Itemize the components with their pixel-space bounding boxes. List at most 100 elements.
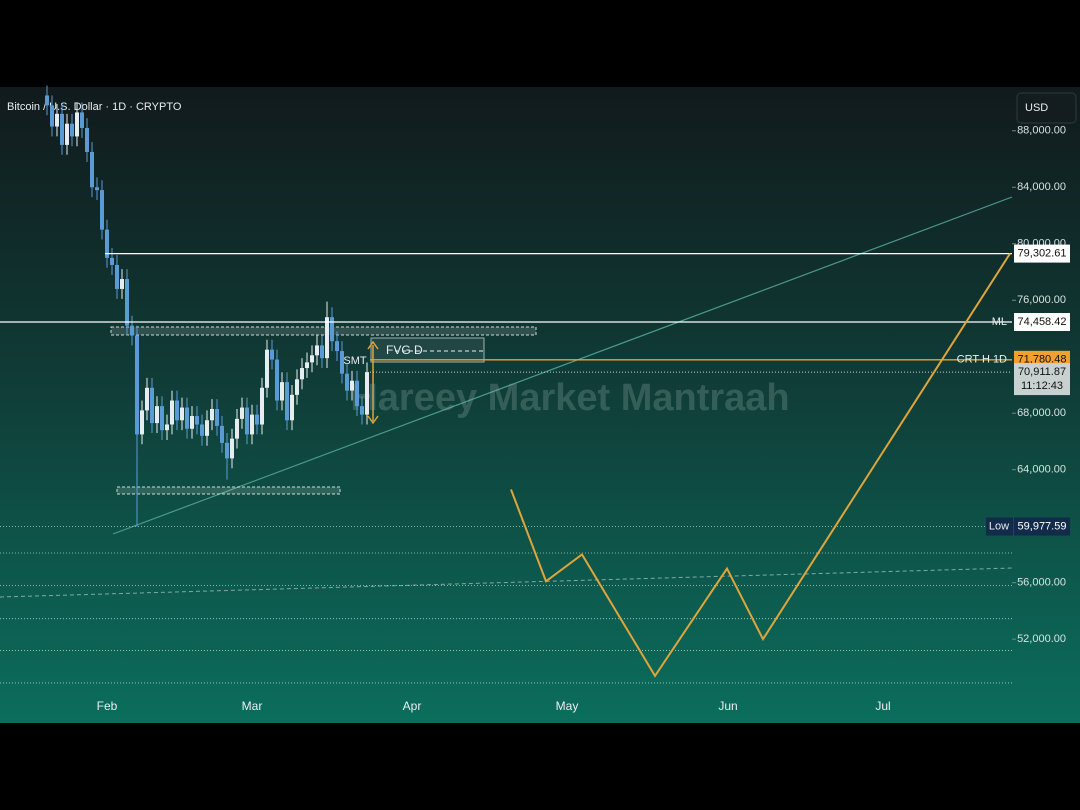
candle-body [45, 95, 49, 106]
x-tick-label: Mar [242, 699, 263, 713]
candle-body [150, 387, 154, 424]
candle-body [200, 424, 204, 436]
candle-body [55, 113, 59, 127]
candle-body [260, 387, 264, 425]
currency-button[interactable] [1016, 92, 1077, 124]
zone-box [116, 486, 341, 495]
candle-body [235, 418, 239, 439]
candle-body [65, 123, 69, 145]
candle-body [70, 123, 74, 137]
candle-body [320, 345, 324, 359]
dashed-trendline [0, 567, 1013, 598]
candle-body [360, 406, 364, 415]
candle-body [285, 382, 289, 421]
candle-body [230, 438, 234, 459]
candle-body [120, 279, 124, 289]
candle-body [210, 408, 214, 421]
x-tick-label: May [556, 699, 579, 713]
price-label: 74,458.42 [1018, 316, 1067, 328]
level-name: ML [992, 316, 1007, 328]
y-tick-label: 56,000.00 [1017, 577, 1066, 589]
countdown: 11:12:43 [1021, 380, 1063, 392]
price-label: 71,780.48 [1018, 354, 1067, 366]
level-name: Low [989, 520, 1009, 532]
candle-body [290, 394, 294, 421]
candle-body [140, 410, 144, 435]
y-tick-label: 76,000.00 [1017, 294, 1066, 306]
candle-body [80, 112, 84, 128]
candle-body [185, 407, 189, 429]
candle-body [245, 407, 249, 435]
currency-label[interactable]: USD [1025, 102, 1048, 114]
candle-body [85, 127, 89, 152]
candle-body [265, 349, 269, 388]
candle-body [250, 414, 254, 435]
candle-body [130, 325, 134, 336]
candle-body [295, 379, 299, 395]
chart-title: Bitcoin / U.S. Dollar · 1D · CRYPTO [7, 101, 182, 113]
candle-body [300, 368, 304, 380]
candle-body [365, 372, 369, 415]
x-tick-label: Jun [718, 699, 737, 713]
level-name: CRT H 1D [957, 354, 1007, 366]
candle-body [75, 112, 79, 137]
candle-body [280, 382, 284, 401]
arrow-heads [367, 340, 379, 425]
candle-body [255, 414, 259, 425]
candle-body [240, 407, 244, 419]
candle-body [175, 400, 179, 421]
level-name-box [986, 517, 1013, 536]
price-label: 79,302.61 [1018, 248, 1067, 260]
candle-body [60, 113, 64, 145]
candle-body [340, 351, 344, 374]
letterbox [0, 723, 1080, 810]
y-tick-label: 84,000.00 [1017, 181, 1066, 193]
chart-background [0, 87, 1080, 723]
price-label-box [1014, 517, 1070, 536]
annotation: FVG D [386, 343, 423, 357]
candle-body [95, 187, 99, 191]
candle-body [350, 380, 354, 391]
candle-body [170, 400, 174, 425]
fvg-box [370, 337, 485, 363]
candle-body [355, 380, 359, 407]
last-price-label: 70,911.87 [1018, 366, 1066, 378]
candle-body [315, 345, 319, 356]
candle-body [105, 229, 109, 258]
candle-body [190, 416, 194, 429]
candle-body [145, 387, 149, 411]
zone-box [110, 326, 537, 336]
candle-body [155, 406, 159, 424]
candle-body [270, 349, 274, 360]
y-tick-label: 88,000.00 [1017, 125, 1066, 137]
price-label-box [1014, 244, 1070, 263]
candle-body [310, 355, 314, 363]
candle-body [220, 425, 224, 443]
x-tick-label: Feb [97, 699, 118, 713]
projection-path [510, 253, 1011, 678]
annotation: SMT [343, 355, 367, 367]
candle-body [225, 442, 229, 459]
candle-body [90, 151, 94, 188]
candle-body [330, 317, 334, 342]
candle-body [160, 406, 164, 431]
watermark: Hareey Market Mantraah [350, 377, 789, 419]
candle-body [215, 408, 219, 426]
y-tick-label: 68,000.00 [1017, 407, 1066, 419]
candle-body [50, 105, 54, 127]
candle-body [180, 407, 184, 421]
price-label: 59,977.59 [1018, 520, 1067, 532]
candle-body [115, 264, 119, 289]
y-tick-label: 52,000.00 [1017, 633, 1066, 645]
candle-body [325, 317, 329, 359]
candle-body [305, 362, 309, 369]
x-tick-label: Apr [403, 699, 422, 713]
candle-body [100, 190, 104, 230]
x-tick-label: Jul [875, 699, 890, 713]
candle-body [195, 416, 199, 425]
y-tick-label: 64,000.00 [1017, 464, 1066, 476]
candle-body [125, 279, 129, 326]
candle-body [205, 420, 209, 436]
price-label-box [1014, 313, 1070, 332]
